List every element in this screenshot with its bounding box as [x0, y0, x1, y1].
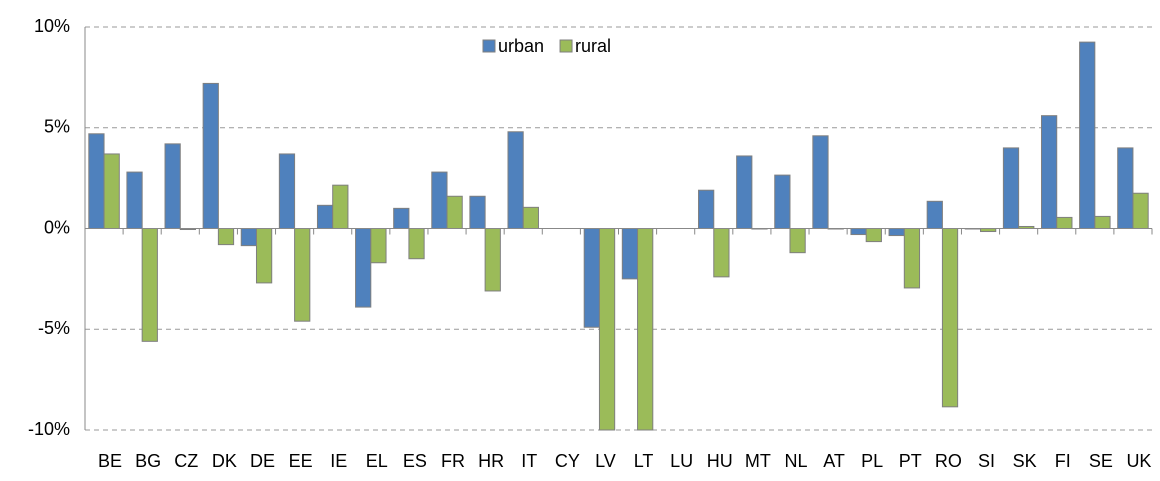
bar — [888, 228, 905, 237]
bar — [217, 228, 235, 246]
bar — [393, 207, 410, 230]
x-tick-label: DK — [212, 451, 237, 471]
y-tick-label: 10% — [34, 16, 70, 36]
x-tick-label: LT — [634, 451, 654, 471]
bar — [202, 82, 219, 229]
bars — [88, 41, 1149, 431]
x-tick-label: DE — [250, 451, 275, 471]
x-tick-label: PT — [899, 451, 922, 471]
bar — [332, 184, 349, 230]
x-tick-label: ES — [403, 451, 427, 471]
x-tick-label: LU — [670, 451, 693, 471]
x-tick-label: FR — [441, 451, 465, 471]
x-tick-label: LV — [595, 451, 616, 471]
x-tick-label: CZ — [174, 451, 198, 471]
x-tick-label: RO — [935, 451, 962, 471]
bar — [88, 133, 105, 229]
x-tick-label: SK — [1013, 451, 1037, 471]
bar — [903, 228, 921, 289]
bar — [431, 171, 448, 229]
bar — [316, 204, 334, 229]
legend-swatch — [482, 39, 496, 53]
x-tick-label: NL — [784, 451, 807, 471]
bar — [484, 228, 501, 292]
bar — [926, 200, 943, 229]
bar — [1079, 41, 1096, 229]
bar — [774, 174, 791, 229]
bar — [698, 189, 715, 229]
x-tick-label: HR — [478, 451, 504, 471]
bar — [507, 131, 524, 229]
bar — [446, 195, 463, 229]
bar — [1132, 192, 1149, 230]
bar — [103, 153, 120, 230]
bar — [598, 228, 616, 431]
x-tick-label: FI — [1055, 451, 1071, 471]
bar — [812, 135, 829, 229]
x-tick-label: SI — [978, 451, 995, 471]
bar — [278, 153, 296, 230]
x-tick-label: AT — [823, 451, 845, 471]
x-tick-label: IT — [521, 451, 537, 471]
legend-label: urban — [498, 36, 544, 56]
bar — [850, 228, 867, 236]
x-tick-label: SE — [1089, 451, 1113, 471]
bar — [583, 228, 600, 328]
bar — [164, 143, 181, 229]
bar — [941, 228, 959, 408]
bar — [1002, 147, 1020, 229]
bar — [522, 206, 539, 229]
bar — [294, 228, 311, 322]
bar — [736, 155, 753, 230]
legend-label: rural — [575, 36, 611, 56]
bar — [1056, 216, 1073, 229]
bar — [1040, 115, 1058, 229]
bar — [408, 228, 425, 260]
x-tick-label: PL — [861, 451, 883, 471]
y-tick-label: -10% — [28, 419, 70, 439]
bar — [713, 228, 730, 278]
bar — [621, 228, 639, 280]
x-tick-label: HU — [707, 451, 733, 471]
bar — [1117, 147, 1134, 229]
bar — [255, 228, 273, 284]
x-tick-label: IE — [330, 451, 347, 471]
bar — [355, 228, 372, 308]
bar — [240, 228, 257, 247]
bar — [126, 171, 143, 229]
x-tick-label: BE — [98, 451, 122, 471]
legend-swatch — [559, 39, 573, 53]
y-tick-label: 0% — [44, 217, 70, 237]
x-tick-label: BG — [135, 451, 161, 471]
y-tick-label: 5% — [44, 117, 70, 137]
bar — [1094, 215, 1111, 230]
x-tick-label: EE — [289, 451, 313, 471]
x-tick-label: UK — [1126, 451, 1151, 471]
bar — [469, 195, 486, 229]
x-tick-label: MT — [745, 451, 771, 471]
bar — [370, 228, 387, 264]
y-tick-label: -5% — [38, 318, 70, 338]
bar — [789, 228, 806, 254]
x-tick-label: CY — [555, 451, 580, 471]
bar — [865, 228, 882, 243]
x-tick-label: EL — [366, 451, 388, 471]
bar — [141, 228, 158, 342]
bar — [637, 228, 654, 431]
